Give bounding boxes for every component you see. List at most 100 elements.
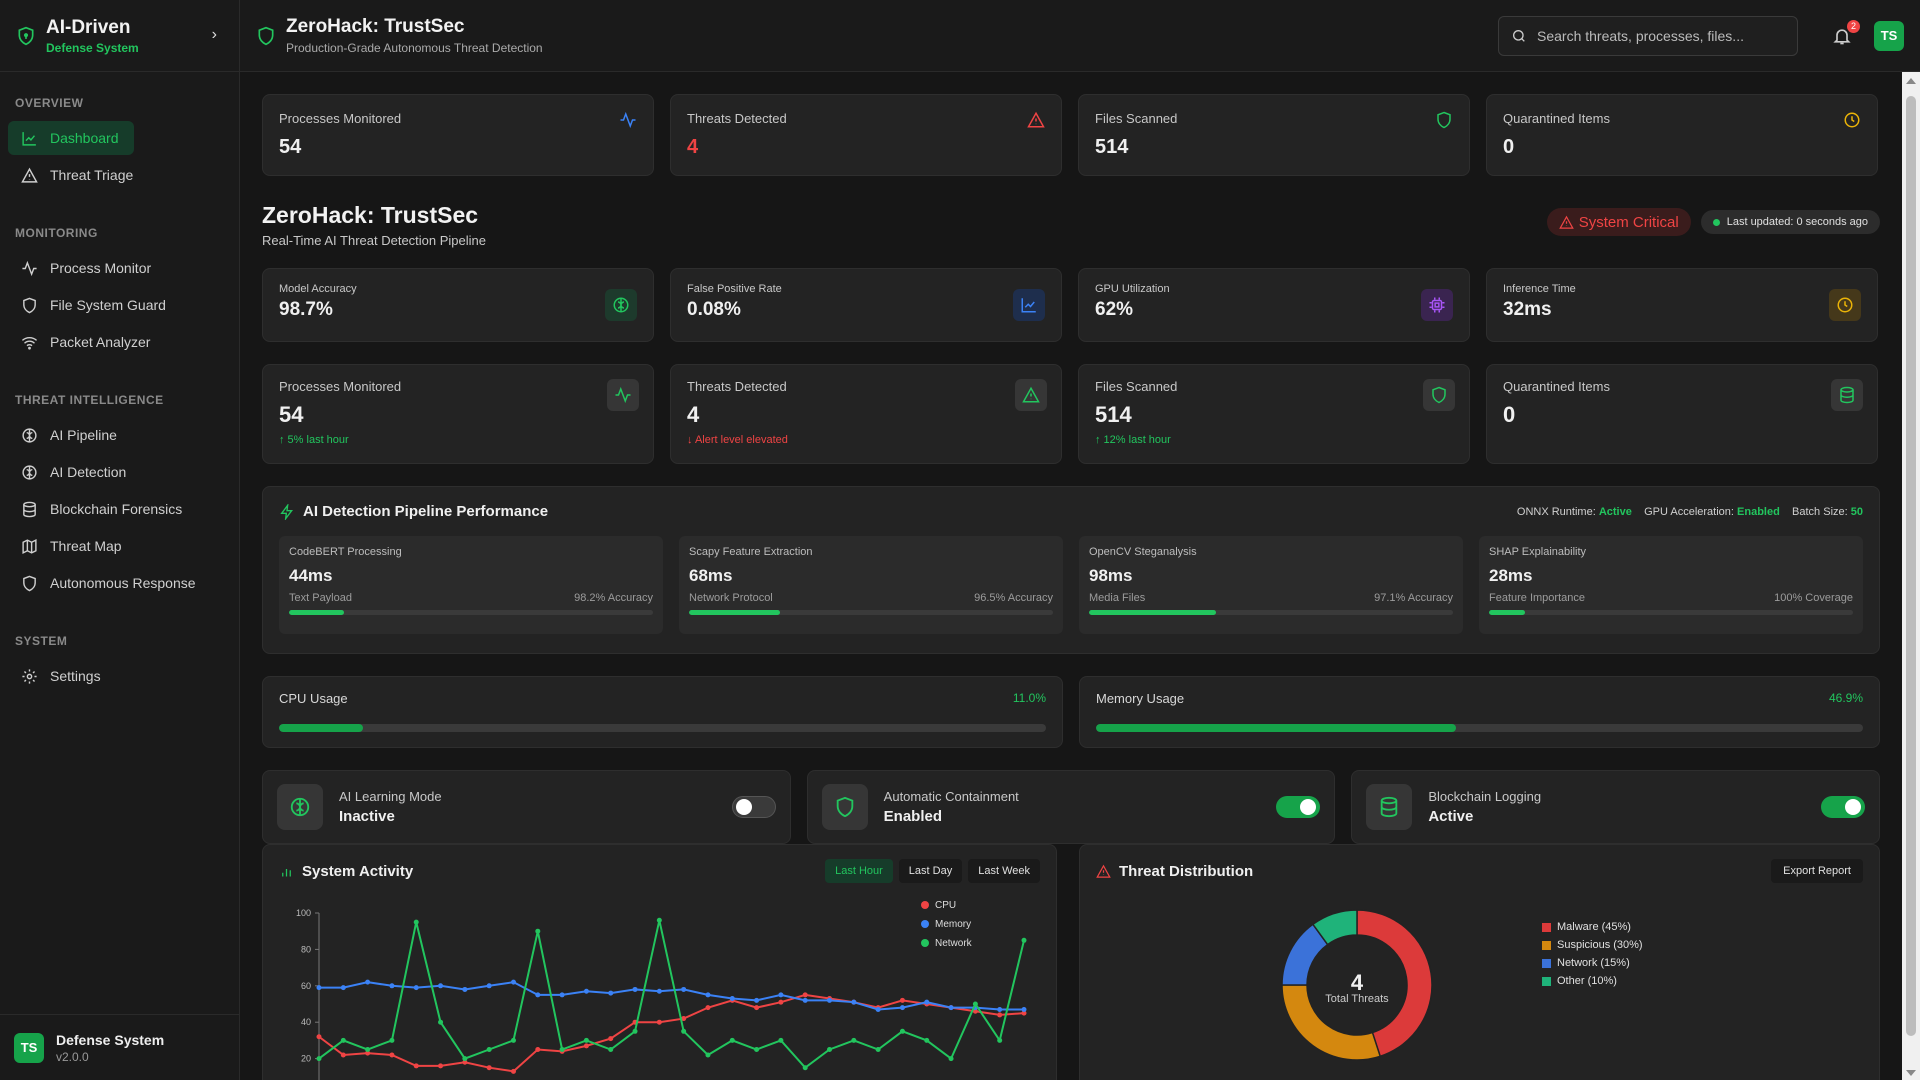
stage-name: OpenCV Steganalysis (1089, 546, 1197, 558)
data-point-network (802, 1065, 808, 1071)
search-input[interactable] (1537, 27, 1777, 44)
data-point-memory (656, 988, 662, 994)
sidebar-item-label: File System Guard (50, 297, 166, 313)
containment-toggle[interactable] (1276, 796, 1321, 818)
stat-label: Files Scanned (1095, 379, 1178, 394)
tab-last-hour[interactable]: Last Hour (825, 859, 893, 883)
sidebar-item-settings[interactable]: Settings (8, 659, 231, 693)
sidebar-item-dashboard[interactable]: Dashboard (8, 121, 134, 155)
legend-swatch-network (921, 939, 929, 947)
notification-button[interactable]: 2 (1832, 19, 1860, 46)
chart-line-icon (22, 131, 36, 146)
data-point-cpu (705, 1005, 711, 1011)
data-point-memory (802, 997, 808, 1003)
stage-type: Feature Importance (1489, 592, 1585, 604)
ai-learning-toggle[interactable] (731, 796, 776, 818)
search-icon (1513, 29, 1525, 42)
legend-label-memory: Memory (935, 919, 971, 930)
data-point-network (340, 1037, 346, 1043)
data-point-network (486, 1047, 492, 1052)
data-point-network (365, 1047, 371, 1052)
scrollbar-thumb[interactable] (1906, 96, 1916, 1036)
data-point-network (510, 1037, 516, 1043)
gpu-label: GPU Acceleration: (1644, 505, 1734, 518)
stat-value: 54 (279, 402, 304, 427)
metric-label: Inference Time (1503, 283, 1576, 295)
threat-distribution-panel: Threat Distribution Export Report 4 Total… (1079, 844, 1880, 1080)
toggle-label: AI Learning Mode (339, 789, 442, 804)
scroll-up-icon[interactable] (1906, 78, 1916, 84)
shield-icon (258, 26, 274, 45)
stats-detail-row: Processes Monitored 54 ↑ 5% last hour Th… (262, 364, 1880, 464)
memory-usage-fill (1096, 724, 1456, 732)
charts-row: System Activity Last Hour Last Day Last … (262, 844, 1880, 1080)
sidebar-item-threat-map[interactable]: Threat Map (8, 529, 231, 563)
stat-card-processes: Processes Monitored 54 (262, 94, 654, 176)
sidebar-item-ai-pipeline[interactable]: AI Pipeline (8, 418, 231, 452)
toggle-state: Active (1428, 808, 1474, 825)
stat-label: Threats Detected (687, 111, 787, 126)
metric-card-false-positive: False Positive Rate 0.08% (670, 268, 1062, 342)
data-point-cpu (899, 997, 905, 1003)
map-icon (22, 538, 37, 554)
data-point-cpu (972, 1008, 978, 1014)
export-report-button[interactable]: Export Report (1771, 859, 1863, 883)
scrollbar[interactable] (1902, 72, 1920, 1080)
legend-label-network: Network (935, 938, 973, 949)
legend-swatch (1542, 940, 1551, 950)
search-box[interactable] (1498, 15, 1798, 56)
data-point-cpu (389, 1052, 395, 1058)
y-tick-label: 40 (301, 1017, 311, 1027)
metrics-row: Model Accuracy 98.7% False Positive Rate… (262, 268, 1880, 342)
toggle-knob (735, 799, 752, 815)
data-point-memory (729, 996, 735, 1002)
legend-label: Malware (45%) (1557, 921, 1631, 933)
tab-last-day[interactable]: Last Day (898, 859, 963, 883)
y-tick-label: 20 (301, 1054, 311, 1064)
blockchain-logging-toggle[interactable] (1821, 796, 1866, 818)
shield-icon (1437, 111, 1451, 129)
stat-card-threats: Threats Detected 4 ↓ Alert level elevate… (670, 364, 1062, 464)
sidebar-item-ai-detection[interactable]: AI Detection (8, 455, 231, 489)
data-point-network (851, 1037, 857, 1043)
content: Processes Monitored 54 Threats Detected … (240, 72, 1920, 1080)
data-point-cpu (365, 1050, 371, 1056)
scroll-down-icon[interactable] (1906, 1070, 1916, 1076)
tab-last-week[interactable]: Last Week (968, 859, 1040, 883)
sidebar-item-autonomous-response[interactable]: Autonomous Response (8, 566, 231, 600)
metric-value: 98.7% (279, 299, 333, 320)
data-point-cpu (316, 1034, 322, 1040)
stat-label: Quarantined Items (1503, 379, 1610, 394)
stage-type: Media Files (1089, 592, 1146, 604)
chart-line-icon (1021, 298, 1036, 313)
activity-icon (615, 386, 631, 404)
chevron-right-icon[interactable]: › (211, 26, 217, 43)
stage-latency: 68ms (689, 566, 733, 585)
data-point-network (389, 1037, 395, 1043)
data-point-memory (583, 988, 589, 994)
data-point-cpu (1021, 1010, 1027, 1016)
user-avatar[interactable]: TS (1874, 20, 1904, 51)
metric-label: GPU Utilization (1095, 283, 1170, 295)
cpu-usage-label: CPU Usage (279, 691, 348, 706)
stage-progress-fill (1489, 610, 1526, 615)
warning-icon (21, 167, 38, 183)
system-activity-panel: System Activity Last Hour Last Day Last … (262, 844, 1057, 1080)
legend-swatch (1542, 976, 1551, 986)
sidebar-item-process-monitor[interactable]: Process Monitor (8, 251, 231, 285)
sidebar-item-file-system-guard[interactable]: File System Guard (8, 288, 231, 322)
avatar[interactable]: TS (14, 1032, 44, 1063)
live-dot (1712, 218, 1720, 226)
activity-icon (22, 260, 37, 276)
sidebar-item-threat-triage[interactable]: Threat Triage (8, 158, 231, 192)
pie-slice (1356, 909, 1433, 1058)
shield-icon (18, 26, 34, 45)
status-text: System Critical (1578, 213, 1679, 231)
sidebar: AI-Driven Defense System › OVERVIEW Dash… (0, 0, 240, 1080)
data-point-memory (754, 997, 760, 1003)
legend-label-cpu: CPU (935, 900, 956, 911)
total-threats-value: 4 (1351, 970, 1364, 995)
sidebar-item-packet-analyzer[interactable]: Packet Analyzer (8, 325, 231, 359)
sidebar-item-blockchain-forensics[interactable]: Blockchain Forensics (8, 492, 231, 526)
data-point-memory (608, 990, 614, 996)
